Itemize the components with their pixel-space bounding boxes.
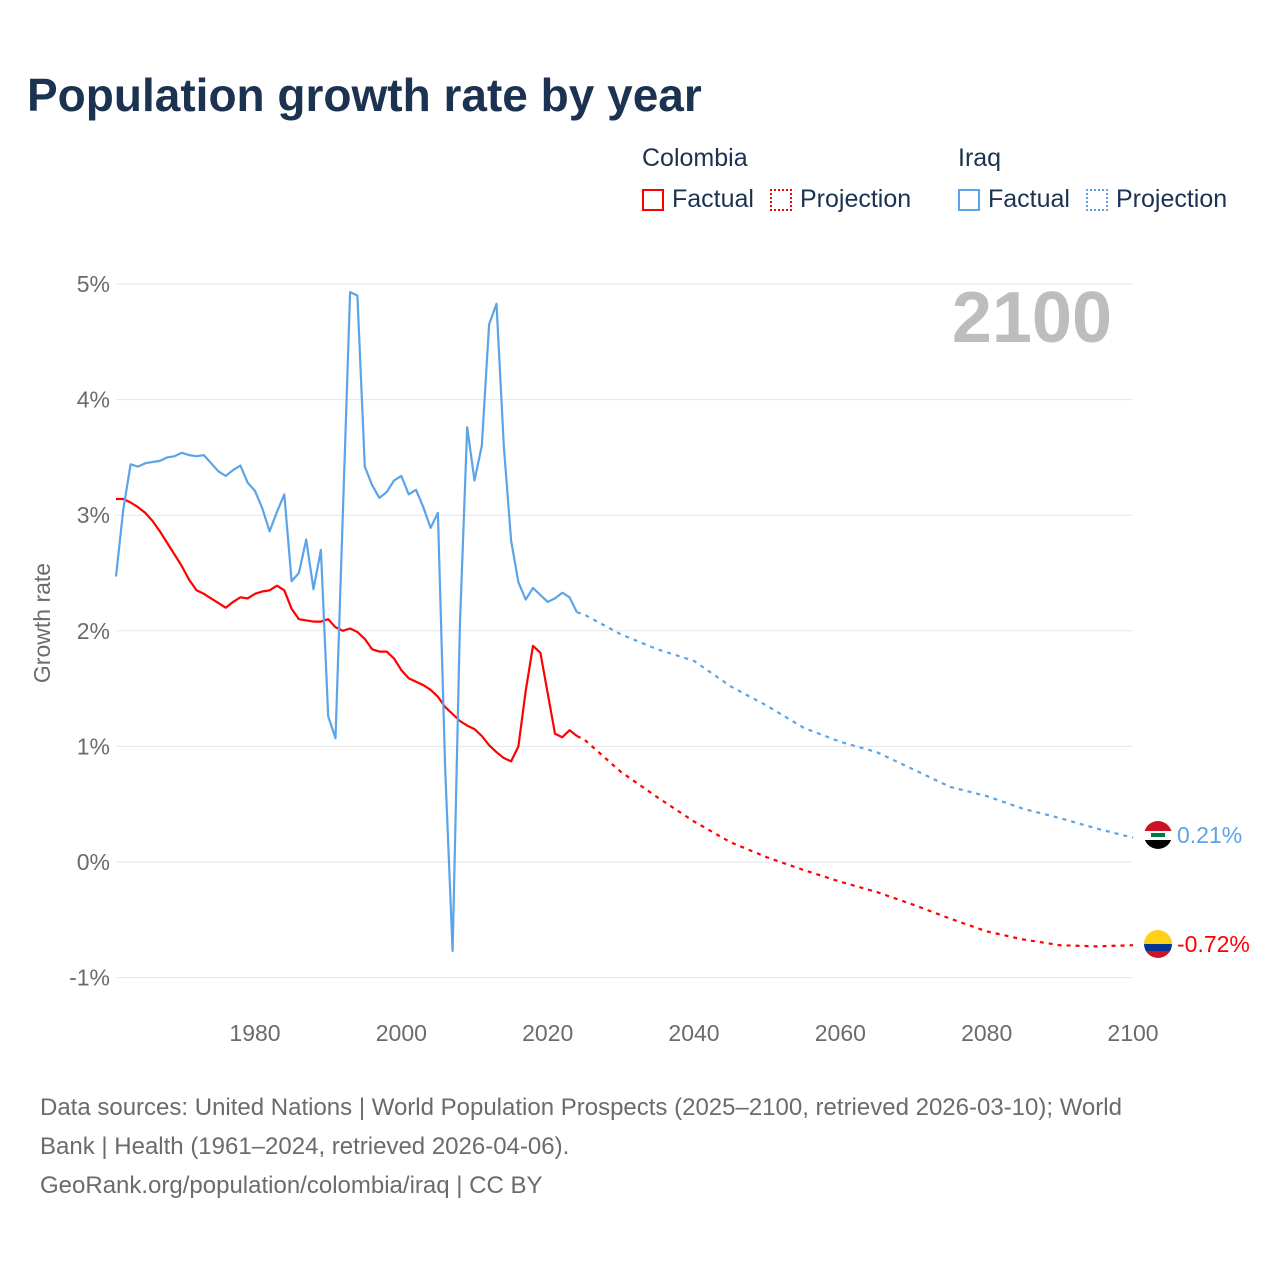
attribution-link[interactable]: GeoRank.org/population/colombia/iraq | C… [40, 1172, 543, 1199]
legend-colombia-factual[interactable]: Factual [642, 185, 754, 214]
legend-label: Projection [1115, 185, 1228, 213]
legend-swatch [769, 188, 792, 211]
legend-group-name: Colombia [642, 144, 748, 172]
x-tick-label: 2080 [961, 1020, 1012, 1046]
colombia-projection-line [576, 735, 1134, 948]
legend-iraq-projection[interactable]: Projection [1085, 185, 1228, 214]
legend-swatch [958, 188, 980, 211]
chart-title: Population growth rate by year [27, 69, 702, 121]
x-tick-label: 2020 [522, 1020, 573, 1046]
colombia-flag-icon [1144, 930, 1172, 958]
legend-iraq: Iraq Factual Projection [958, 144, 1227, 214]
iraq-flag-icon [1144, 821, 1172, 849]
x-tick-label: 2000 [376, 1020, 427, 1046]
x-tick-label: 1980 [229, 1020, 280, 1046]
legend-label: Projection [799, 185, 912, 213]
x-tick-label: 2060 [815, 1020, 866, 1046]
data-sources-line1: Data sources: United Nations | World Pop… [40, 1094, 1122, 1121]
x-tick-label: 2100 [1107, 1020, 1158, 1046]
iraq-projection-line [576, 611, 1134, 839]
data-sources-line2: Bank | Health (1961–2024, retrieved 2026… [40, 1133, 570, 1160]
line-chart: -1% 0% 1% 2% 3% 4% 5% 1980 2000 2020 2040 2060 2080 2… [29, 271, 1250, 1046]
legend-colombia-projection[interactable]: Projection [769, 185, 912, 214]
y-tick-label: 1% [77, 733, 110, 759]
legend-swatch [642, 188, 664, 211]
iraq-end-label: 0.21% [1177, 822, 1242, 848]
x-tick-label: 2040 [668, 1020, 719, 1046]
y-tick-label: 2% [77, 618, 110, 644]
y-tick-label: 0% [77, 849, 110, 875]
year-watermark: 2100 [952, 278, 1112, 358]
y-tick-label: 3% [77, 502, 110, 528]
y-tick-label: -1% [69, 965, 110, 991]
y-axis-label: Growth rate [29, 563, 55, 683]
legend-colombia: Colombia Factual Projection [642, 144, 927, 214]
legend-label: Factual [988, 185, 1070, 213]
iraq-factual-line [114, 291, 578, 953]
colombia-factual-line [116, 497, 578, 763]
y-tick-label: 5% [77, 271, 110, 297]
y-tick-label: 4% [77, 387, 110, 413]
legend-swatch [1085, 188, 1108, 211]
colombia-end-label: -0.72% [1177, 931, 1250, 957]
legend-label: Factual [672, 185, 754, 213]
legend-iraq-factual[interactable]: Factual [958, 185, 1070, 214]
legend-group-name: Iraq [958, 144, 1002, 172]
footer: Data sources: United Nations | World Pop… [40, 1088, 1240, 1205]
